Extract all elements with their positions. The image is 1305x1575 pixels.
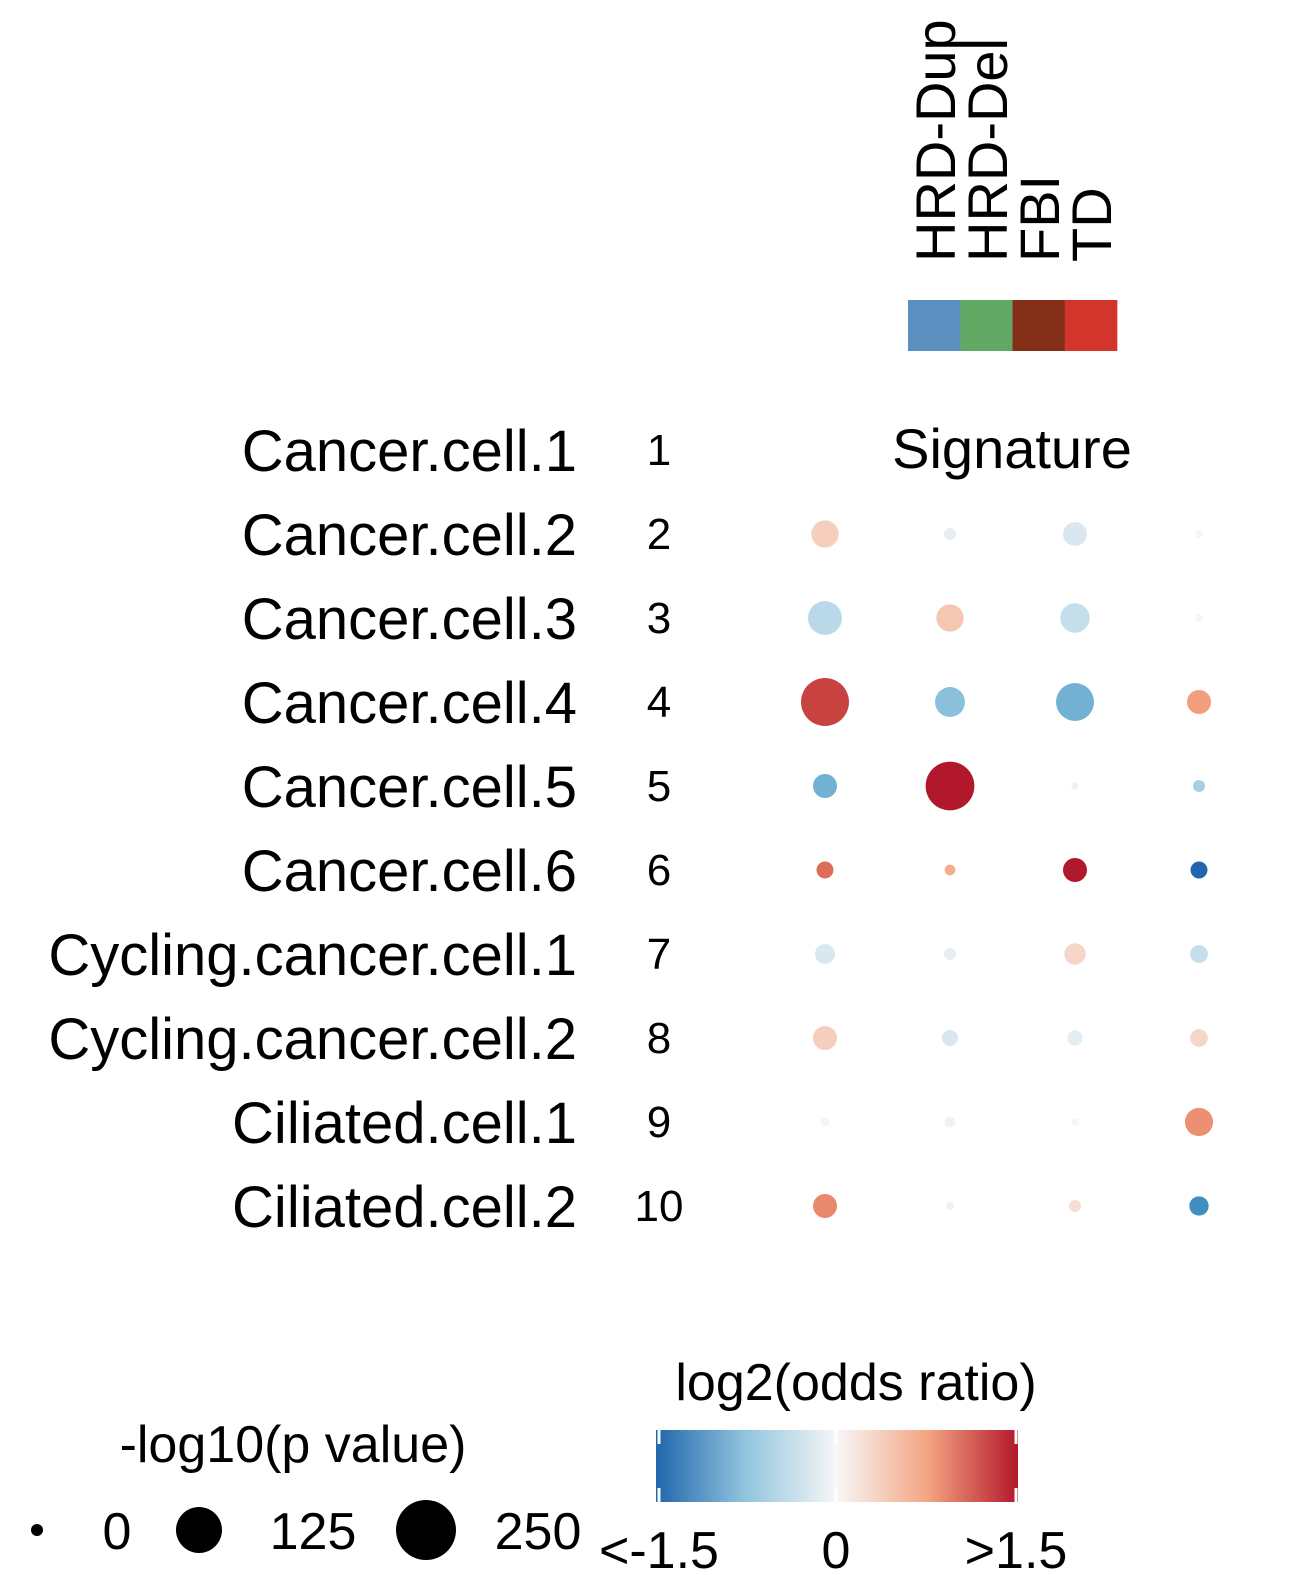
row-number: 4 [647,678,671,727]
dot-point [945,1201,955,1211]
dot-point [941,1029,959,1047]
dot-point [944,864,956,876]
row-number: 5 [647,762,671,811]
size-legend-dot [396,1500,456,1560]
row-label: Cancer.cell.3 [242,587,577,652]
dot-point [1063,522,1087,546]
row-number: 3 [647,594,671,643]
column-header-title: Signature [892,417,1132,480]
dot-point [935,687,965,717]
dot-point [811,520,839,548]
color-legend-title: log2(odds ratio) [675,1354,1036,1412]
column-color-swatch-hrd-dup [908,300,961,351]
row-label: Ciliated.cell.1 [232,1091,577,1156]
row-label: Cancer.cell.5 [242,755,577,820]
size-legend: -log10(p value) 0 125 250 [31,1416,581,1561]
size-legend-dot [31,1524,43,1536]
dot-point [1190,861,1208,879]
row-number: 2 [647,510,671,559]
row-label: Cycling.cancer.cell.2 [48,1007,577,1072]
color-legend-label: 0 [822,1522,851,1575]
dot-point [813,1026,837,1050]
row-label: Cancer.cell.1 [242,419,577,484]
dot-point [944,528,956,540]
dot-point [1190,945,1208,963]
column-header-td: TD [1060,187,1123,262]
column-color-bar [908,300,1118,351]
dot-point [816,861,834,879]
dot-point [801,678,849,726]
size-legend-dot [176,1507,222,1553]
dot-point [1069,1200,1081,1212]
column-color-swatch-td [1064,300,1118,351]
row-labels: Cancer.cell.1 Cancer.cell.2 Cancer.cell.3 C… [48,419,577,1240]
dot-point [1064,943,1086,965]
row-number: 7 [647,930,671,979]
row-number: 10 [635,1182,684,1231]
row-number: 9 [647,1098,671,1147]
dot-point [1071,1118,1079,1126]
dot-point [944,948,956,960]
dot-point [1195,614,1203,622]
row-label: Cancer.cell.6 [242,839,577,904]
dot-point [813,774,837,798]
row-label: Cancer.cell.2 [242,503,577,568]
dot-point [813,1194,837,1218]
row-number: 1 [647,426,671,475]
dot-point [1056,683,1094,721]
dot-point [1067,1030,1083,1046]
dot-point [1190,1029,1208,1047]
dot-point [1060,603,1090,633]
size-legend-label: 125 [270,1503,357,1561]
dot-point [1187,690,1211,714]
column-color-swatch-hrd-del [960,300,1013,351]
color-legend: log2(odds ratio) <-1.5 0 >1.5 [599,1354,1067,1575]
dot-point [944,1116,956,1128]
row-label: Ciliated.cell.2 [232,1175,577,1240]
dot-point [814,943,836,965]
dot-point [1195,530,1203,538]
color-legend-label: <-1.5 [599,1522,719,1575]
dot-point [808,601,842,635]
column-header-hrd-del: HRD-Del [956,38,1019,262]
dot-point [925,761,975,811]
dot-point [1193,780,1205,792]
row-number: 8 [647,1014,671,1063]
color-legend-ticks: <-1.5 0 >1.5 [599,1430,1067,1575]
dot-point [1071,782,1079,790]
column-header-fbi: FBI [1008,175,1071,262]
row-numbers: 1 2 3 4 5 6 7 8 9 10 [635,426,684,1231]
row-label: Cycling.cancer.cell.1 [48,923,577,988]
row-label: Cancer.cell.4 [242,671,577,736]
size-legend-label: 0 [103,1503,132,1561]
size-legend-label: 250 [495,1503,582,1561]
dot-point [936,604,964,632]
row-number: 6 [647,846,671,895]
column-header-hrd-dup: HRD-Dup [904,19,967,262]
dot-point [1184,1107,1214,1137]
size-legend-title: -log10(p value) [120,1416,467,1474]
column-color-swatch-fbi [1012,300,1066,351]
dot-point [1189,1196,1209,1216]
dot-grid [801,520,1214,1218]
color-legend-label: >1.5 [965,1522,1068,1575]
size-legend-items: 0 125 250 [31,1500,581,1561]
dot-point [820,1117,830,1127]
dot-point [1063,858,1087,882]
